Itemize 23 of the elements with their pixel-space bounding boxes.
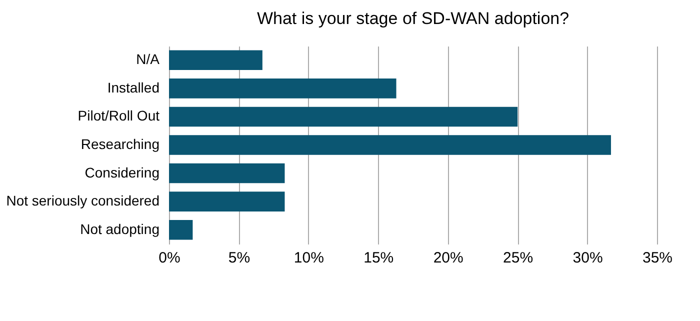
bar xyxy=(169,220,193,240)
bar xyxy=(169,192,285,212)
y-tick-label: Researching xyxy=(80,136,160,152)
x-tick-label: 0% xyxy=(158,250,180,266)
x-tick-label: 30% xyxy=(572,250,603,266)
y-tick-label: Not adopting xyxy=(80,220,160,237)
x-tick-label: 35% xyxy=(642,250,673,266)
y-tick-label: Pilot/Roll Out xyxy=(78,108,160,124)
x-tick-label: 10% xyxy=(294,250,324,266)
y-tick-label: Considering xyxy=(84,164,160,180)
bar xyxy=(169,135,611,155)
chart-title: What is your stage of SD-WAN adoption? xyxy=(256,9,570,28)
x-tick-label: 25% xyxy=(503,250,534,266)
x-tick-label: 5% xyxy=(228,250,250,266)
y-tick-label: Installed xyxy=(107,79,160,96)
bar xyxy=(169,50,262,70)
y-tick-label: Not seriously considered xyxy=(6,192,160,209)
x-tick-label: 15% xyxy=(364,250,394,266)
y-tick-label: N/A xyxy=(136,51,160,68)
bar xyxy=(169,163,285,184)
bar xyxy=(169,106,518,127)
x-tick-label: 20% xyxy=(433,250,464,266)
bar xyxy=(169,78,396,98)
